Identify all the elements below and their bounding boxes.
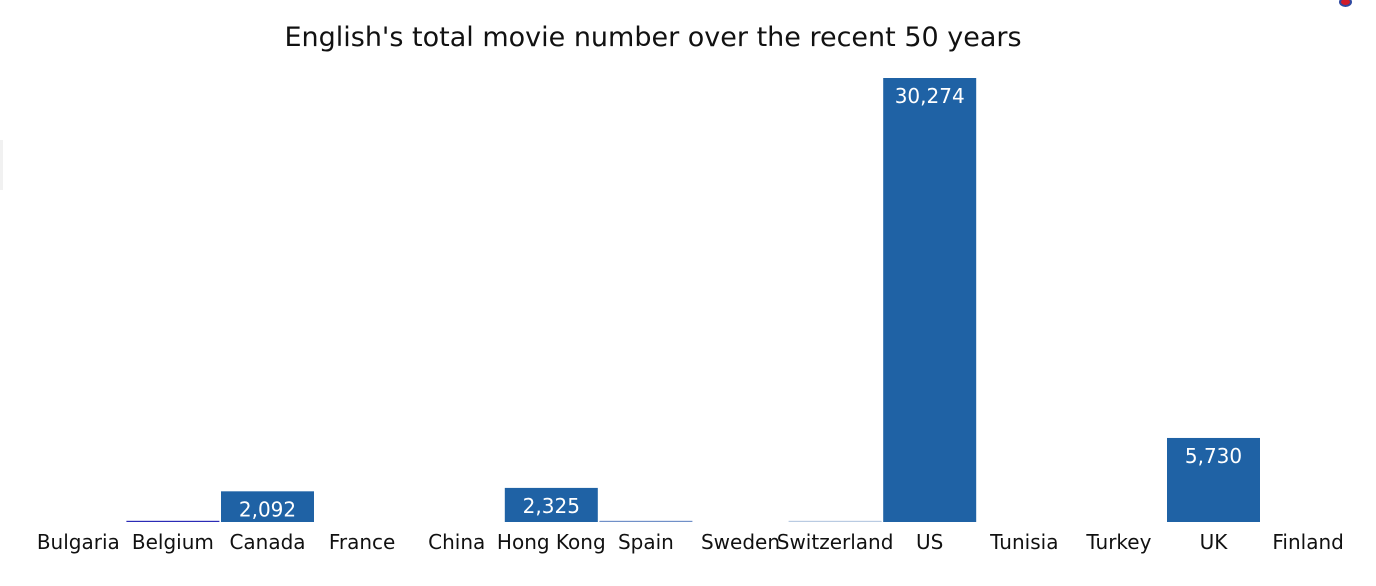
- bar-spain: [599, 520, 693, 522]
- x-tick-label-finland: Finland: [1272, 530, 1343, 554]
- x-tick-label-bulgaria: Bulgaria: [37, 530, 120, 554]
- bar-uk: [1167, 437, 1260, 522]
- x-tick-label-spain: Spain: [618, 530, 674, 554]
- x-tick-label-switzerland: Switzerland: [777, 530, 894, 554]
- bar-us: [883, 78, 977, 522]
- x-tick-label-france: France: [329, 530, 396, 554]
- bar-hong-kong: [504, 487, 598, 522]
- bar-switzerland: [788, 520, 882, 522]
- data-label-hong-kong: 2,325: [523, 494, 580, 518]
- x-tick-label-china: China: [428, 530, 485, 554]
- data-label-canada: 2,092: [239, 497, 296, 521]
- bar-canada: [221, 491, 314, 522]
- x-tick-label-us: US: [916, 530, 943, 554]
- x-tick-label-turkey: Turkey: [1085, 530, 1151, 554]
- x-tick-label-tunisia: Tunisia: [989, 530, 1058, 554]
- x-tick-label-hong-kong: Hong Kong: [497, 530, 606, 554]
- bar-belgium: [126, 520, 220, 522]
- corner-badge-icon: [1339, 0, 1352, 7]
- x-axis-tick-labels: Bulgaria Belgium Canada France China Hong Kon…: [37, 530, 1344, 554]
- x-tick-label-sweden: Sweden: [701, 530, 780, 554]
- data-label-us: 30,274: [895, 84, 965, 108]
- x-tick-label-belgium: Belgium: [132, 530, 214, 554]
- x-tick-label-canada: Canada: [229, 530, 305, 554]
- data-labels-group: 2,092 2,325 30,274 5,730: [239, 84, 1242, 521]
- bars-group: [126, 78, 1260, 522]
- x-tick-label-uk: UK: [1200, 530, 1229, 554]
- chart-title: English's total movie number over the re…: [284, 22, 1022, 53]
- left-edge-marker: [0, 140, 3, 190]
- data-label-uk: 5,730: [1185, 444, 1242, 468]
